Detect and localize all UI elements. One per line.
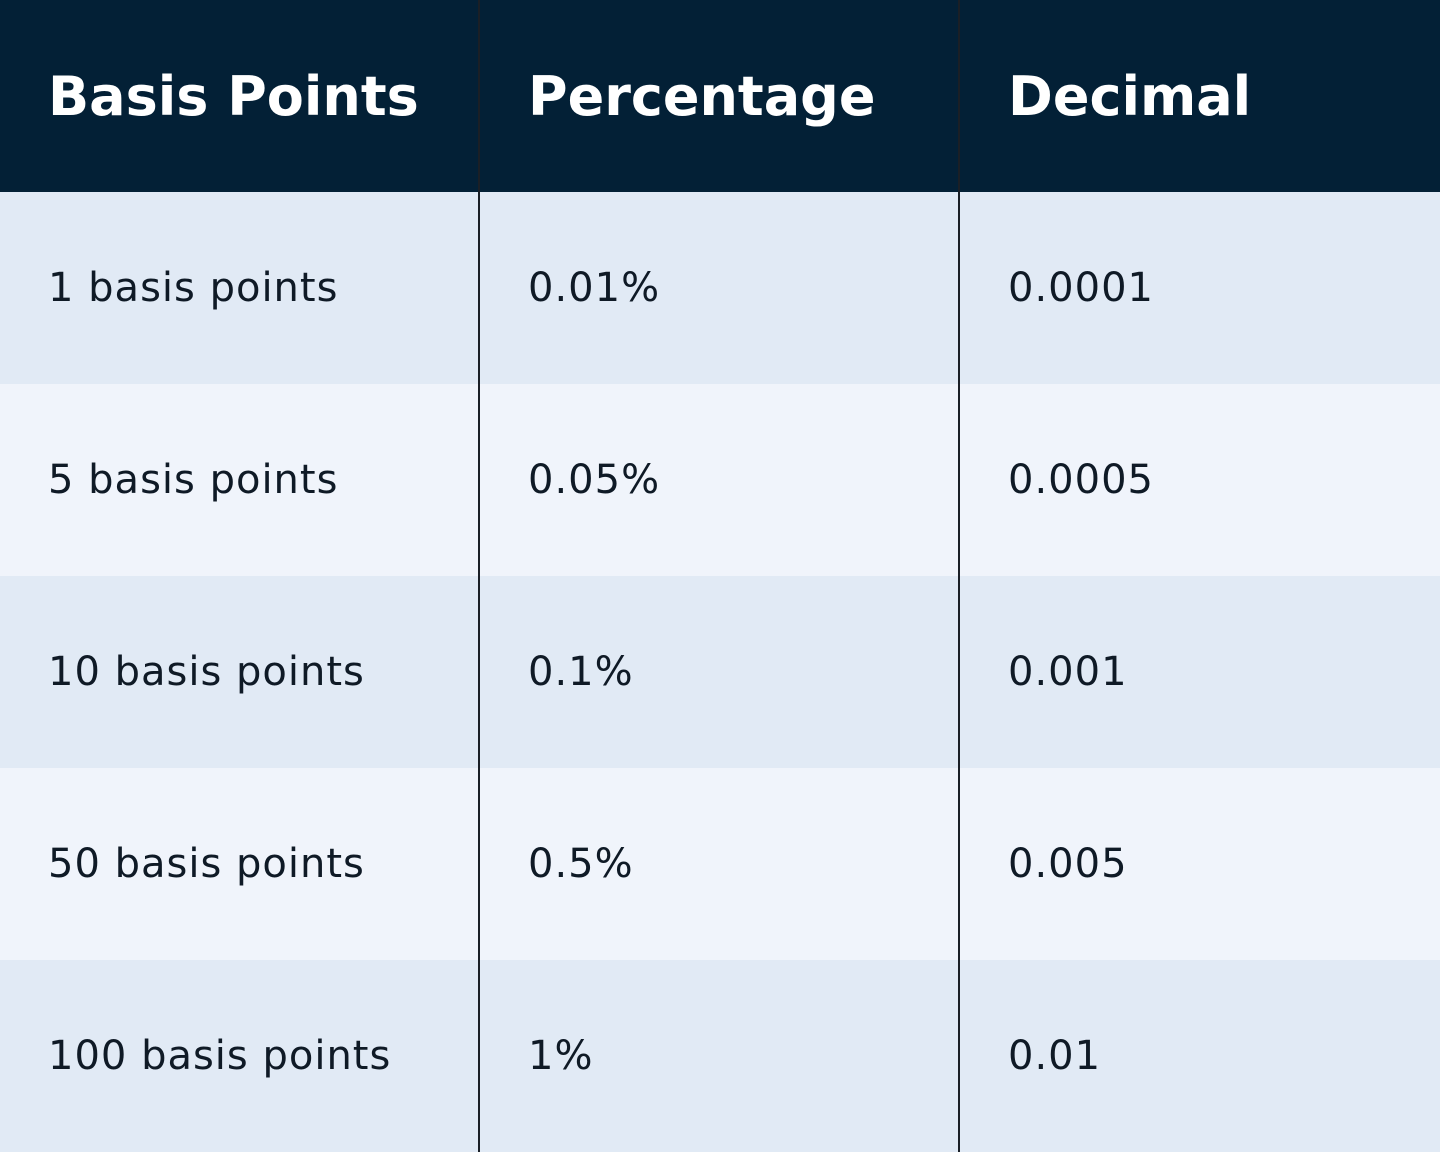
- table-cell: 100 basis points: [0, 960, 480, 1152]
- table-cell: 5 basis points: [0, 384, 480, 576]
- column-header: Percentage: [480, 0, 960, 192]
- table-cell: 0.5%: [480, 768, 960, 960]
- column-header: Basis Points: [0, 0, 480, 192]
- table-cell: 0.0001: [960, 192, 1440, 384]
- table-cell: 1%: [480, 960, 960, 1152]
- table-cell: 10 basis points: [0, 576, 480, 768]
- column-header: Decimal: [960, 0, 1440, 192]
- table-cell: 1 basis points: [0, 192, 480, 384]
- table-cell: 0.0005: [960, 384, 1440, 576]
- table-cell: 50 basis points: [0, 768, 480, 960]
- table-cell: 0.001: [960, 576, 1440, 768]
- table-cell: 0.01: [960, 960, 1440, 1152]
- table-cell: 0.05%: [480, 384, 960, 576]
- table-cell: 0.1%: [480, 576, 960, 768]
- table-cell: 0.01%: [480, 192, 960, 384]
- table-cell: 0.005: [960, 768, 1440, 960]
